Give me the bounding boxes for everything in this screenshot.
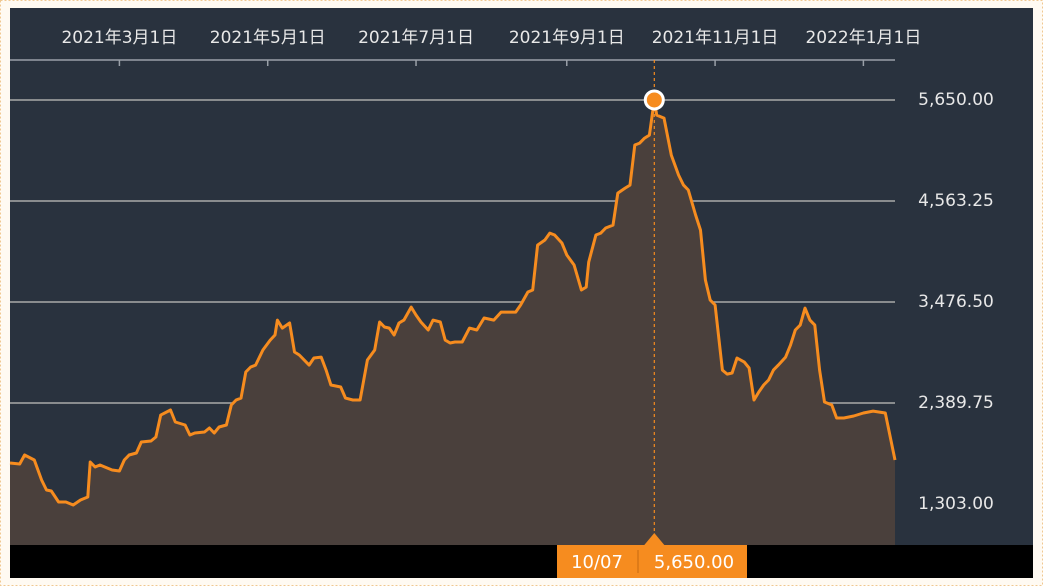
x-tick-label: 2021年9月1日 — [509, 28, 625, 48]
x-tick-label: 2021年7月1日 — [358, 28, 474, 48]
area — [10, 100, 895, 545]
plot: 2021年3月1日 2021年5月1日 2021年7月1日 2021年9月1日 2021… — [9, 28, 994, 578]
tooltip-value: 5,650.00 — [654, 552, 734, 573]
bottom-bar — [10, 545, 1033, 578]
x-tick-label: 2021年3月1日 — [61, 28, 177, 48]
tooltip-date: 10/07 — [571, 552, 623, 573]
highlight-point — [643, 89, 665, 111]
x-tick-label: 2022年1月1日 — [805, 28, 921, 48]
y-tick-label: 1,303.00 — [918, 494, 994, 514]
y-tick-label: 2,389.75 — [918, 393, 994, 413]
line — [9, 98, 897, 507]
x-tick-label: 2021年11月1日 — [652, 28, 779, 48]
y-tick-label: 5,650.00 — [918, 90, 994, 110]
tooltip-pointer — [644, 533, 665, 545]
y-tick-label: 4,563.25 — [918, 191, 994, 211]
x-tick-label: 2021年5月1日 — [210, 28, 326, 48]
tooltip-box — [557, 545, 747, 578]
y-tick-label: 3,476.50 — [918, 292, 994, 312]
